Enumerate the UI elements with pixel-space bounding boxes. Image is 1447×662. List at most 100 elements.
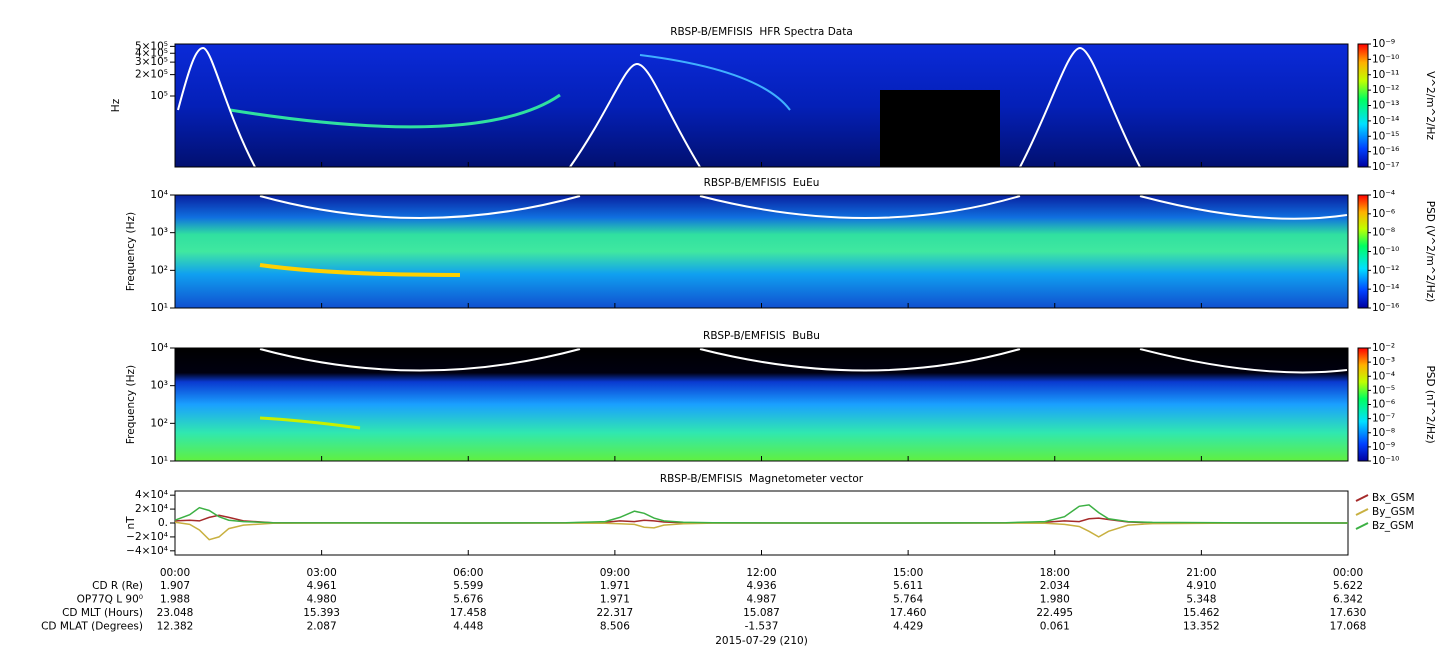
ephemeris-value: 4.910 bbox=[1186, 580, 1216, 592]
series-line bbox=[174, 504, 1349, 524]
panel-title: RBSP-B/EMFISIS BuBu bbox=[703, 330, 820, 342]
colorbar-tick-label: 10⁻⁴ bbox=[1372, 189, 1395, 201]
legend-label: Bx_GSM bbox=[1372, 492, 1415, 504]
colorbar-tick-label: 10⁻¹² bbox=[1372, 84, 1399, 96]
ephemeris-value: 5.599 bbox=[453, 580, 483, 592]
ephemeris-value: 5.622 bbox=[1333, 580, 1363, 592]
y-axis-label: Frequency (Hz) bbox=[125, 365, 137, 444]
panel-title: RBSP-B/EMFISIS EuEu bbox=[704, 177, 820, 189]
ephemeris-value: 15.462 bbox=[1183, 607, 1220, 619]
ephemeris-value: 17.630 bbox=[1330, 607, 1367, 619]
colorbar-tick-label: 10⁻¹⁴ bbox=[1372, 283, 1399, 295]
colorbar bbox=[1357, 43, 1369, 168]
curve bbox=[569, 62, 701, 168]
y-tick-label: 2×10⁵ bbox=[135, 69, 168, 81]
y-axis-label: nT bbox=[125, 516, 137, 530]
y-tick-label: 10² bbox=[150, 264, 168, 276]
colorbar-tick-label: 10⁻¹¹ bbox=[1372, 69, 1399, 81]
colorbar-tick-label: 10⁻⁶ bbox=[1372, 399, 1395, 411]
y-tick-label: 4×10⁵ bbox=[135, 47, 168, 59]
panel-title: RBSP-B/EMFISIS HFR Spectra Data bbox=[670, 26, 853, 38]
ephemeris-value: 6.342 bbox=[1333, 594, 1363, 606]
colorbar-tick-label: 10⁻¹⁰ bbox=[1372, 53, 1399, 65]
spectrogram-image bbox=[880, 90, 1000, 167]
curve bbox=[699, 195, 1021, 219]
ephemeris-value: 13.352 bbox=[1183, 621, 1220, 633]
y-tick-label: 10⁴ bbox=[150, 342, 168, 354]
ephemeris-value: 22.317 bbox=[597, 607, 634, 619]
ephemeris-value: 12.382 bbox=[157, 621, 194, 633]
ephemeris-value: 5.676 bbox=[453, 594, 483, 606]
ephemeris-value: 17.460 bbox=[890, 607, 927, 619]
ephemeris-value: 4.448 bbox=[453, 621, 483, 633]
colorbar-tick-label: 10⁻¹⁴ bbox=[1372, 115, 1399, 127]
colorbar-tick-label: 10⁻⁷ bbox=[1372, 413, 1395, 425]
ephemeris-value: 5.348 bbox=[1186, 594, 1216, 606]
x-tick-label: 09:00 bbox=[600, 567, 630, 579]
ephemeris-value: -1.537 bbox=[745, 621, 779, 633]
ephemeris-value: 8.506 bbox=[600, 621, 630, 633]
y-axis-label: Hz bbox=[110, 98, 122, 112]
curve bbox=[177, 46, 256, 168]
y-tick-label: 10³ bbox=[150, 380, 168, 392]
x-tick-label: 00:00 bbox=[1333, 567, 1363, 579]
legend-swatch bbox=[1355, 508, 1369, 516]
spectrogram-image bbox=[175, 195, 1348, 308]
cyclotron-curves bbox=[177, 46, 1348, 374]
y-axis-label: Frequency (Hz) bbox=[125, 212, 137, 291]
ephemeris-value: 15.087 bbox=[743, 607, 780, 619]
ephemeris-value: 22.495 bbox=[1036, 607, 1073, 619]
panel-title: RBSP-B/EMFISIS Magnetometer vector bbox=[660, 473, 864, 485]
colorbar-tick-label: 10⁻¹⁰ bbox=[1372, 246, 1399, 258]
x-tick-label: 06:00 bbox=[453, 567, 483, 579]
x-axis-label: 2015-07-29 (210) bbox=[715, 635, 808, 647]
series-line bbox=[174, 521, 1348, 541]
y-tick-label: 10⁵ bbox=[150, 90, 168, 102]
colorbar-tick-label: 10⁻⁴ bbox=[1372, 370, 1395, 382]
ephemeris-value: 17.458 bbox=[450, 607, 487, 619]
ephemeris-value: 2.087 bbox=[307, 621, 337, 633]
ephemeris-value: 0.061 bbox=[1040, 621, 1070, 633]
curve bbox=[1139, 195, 1348, 220]
spectral-feature bbox=[259, 263, 461, 277]
ephemeris-value: 1.980 bbox=[1040, 594, 1070, 606]
ephemeris-value: 4.961 bbox=[307, 580, 337, 592]
legend-label: By_GSM bbox=[1372, 506, 1415, 518]
spectral-feature bbox=[639, 54, 791, 111]
y-tick-label: 5×10⁵ bbox=[135, 40, 168, 52]
y-tick-label: −4×10⁴ bbox=[126, 545, 168, 557]
ephemeris-value: 5.611 bbox=[893, 580, 923, 592]
ephemeris-value: 1.988 bbox=[160, 594, 190, 606]
colorbar-tick-label: 10⁻¹² bbox=[1372, 264, 1399, 276]
colorbar-tick-label: 10⁻⁶ bbox=[1372, 208, 1395, 220]
curve bbox=[1019, 46, 1141, 168]
ephemeris-row-label: CD MLT (Hours) bbox=[62, 607, 143, 619]
colorbar bbox=[1357, 347, 1369, 462]
ephemeris-value: 1.907 bbox=[160, 580, 190, 592]
y-tick-label: 10¹ bbox=[150, 302, 168, 314]
y-tick-label: 10² bbox=[150, 417, 168, 429]
ephemeris-value: 1.971 bbox=[600, 580, 630, 592]
colorbar bbox=[1357, 194, 1369, 309]
colorbar-tick-label: 10⁻⁹ bbox=[1372, 38, 1395, 50]
y-tick-label: 10¹ bbox=[150, 455, 168, 467]
spectral-feature bbox=[259, 416, 361, 430]
spectrogram-images bbox=[175, 44, 1348, 461]
colorbar-tick-label: 10⁻¹⁶ bbox=[1372, 146, 1399, 158]
ephemeris-value: 15.393 bbox=[303, 607, 340, 619]
spectrogram-image bbox=[175, 348, 1348, 461]
ephemeris-value: 4.987 bbox=[746, 594, 776, 606]
legend-label: Bz_GSM bbox=[1372, 520, 1414, 532]
curve bbox=[259, 195, 581, 219]
ephemeris-row-label: OP77Q L 90⁰ bbox=[77, 594, 143, 606]
spectrogram-image bbox=[175, 44, 1348, 167]
x-tick-label: 00:00 bbox=[160, 567, 190, 579]
ephemeris-value: 17.068 bbox=[1330, 621, 1367, 633]
y-tick-label: −2×10⁴ bbox=[126, 531, 168, 543]
ephemeris-row-label: CD MLAT (Degrees) bbox=[41, 621, 143, 633]
curve bbox=[259, 348, 581, 372]
colorbar-tick-label: 10⁻³ bbox=[1372, 356, 1395, 368]
colorbar-tick-label: 10⁻⁹ bbox=[1372, 441, 1395, 453]
y-tick-label: 10³ bbox=[150, 227, 168, 239]
ephemeris-value: 1.971 bbox=[600, 594, 630, 606]
